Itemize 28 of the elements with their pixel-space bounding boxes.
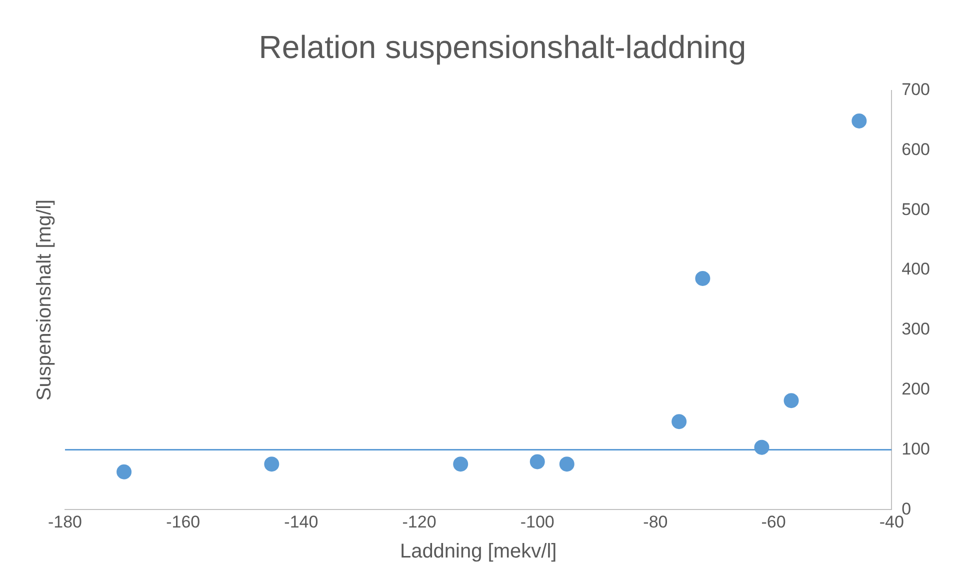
y-tick-label: 700 [902, 80, 930, 100]
x-tick-label: -120 [402, 512, 436, 532]
x-tick-label: -180 [48, 512, 82, 532]
y-tick-label: 600 [902, 140, 930, 159]
y-tick-label: 300 [902, 320, 930, 339]
y-tick-label: 0 [902, 499, 912, 518]
point [453, 456, 468, 472]
x-tick-label: -160 [166, 512, 200, 532]
point [116, 464, 132, 480]
x-tick-label: -40 [879, 512, 904, 532]
point [672, 414, 687, 430]
point [264, 456, 280, 472]
x-axis-title: Laddning [mekv/l] [400, 540, 557, 563]
y-tick-label: 200 [902, 380, 930, 399]
x-tick-label: -140 [284, 512, 318, 532]
y-tick-label: 500 [902, 200, 930, 219]
y-tick-label: 100 [902, 439, 930, 458]
point [852, 113, 867, 128]
x-tick-label: -60 [761, 512, 786, 532]
point [530, 454, 545, 470]
point [559, 456, 574, 472]
point [695, 270, 710, 286]
y-tick-label: 400 [902, 260, 930, 279]
y-axis-title: Suspensionshalt [mg/l] [34, 199, 56, 401]
x-tick-label: -100 [520, 512, 554, 532]
point [784, 393, 799, 408]
chart-title: Relation suspensionshalt-laddning [258, 29, 746, 66]
x-tick-label: -80 [643, 512, 668, 532]
